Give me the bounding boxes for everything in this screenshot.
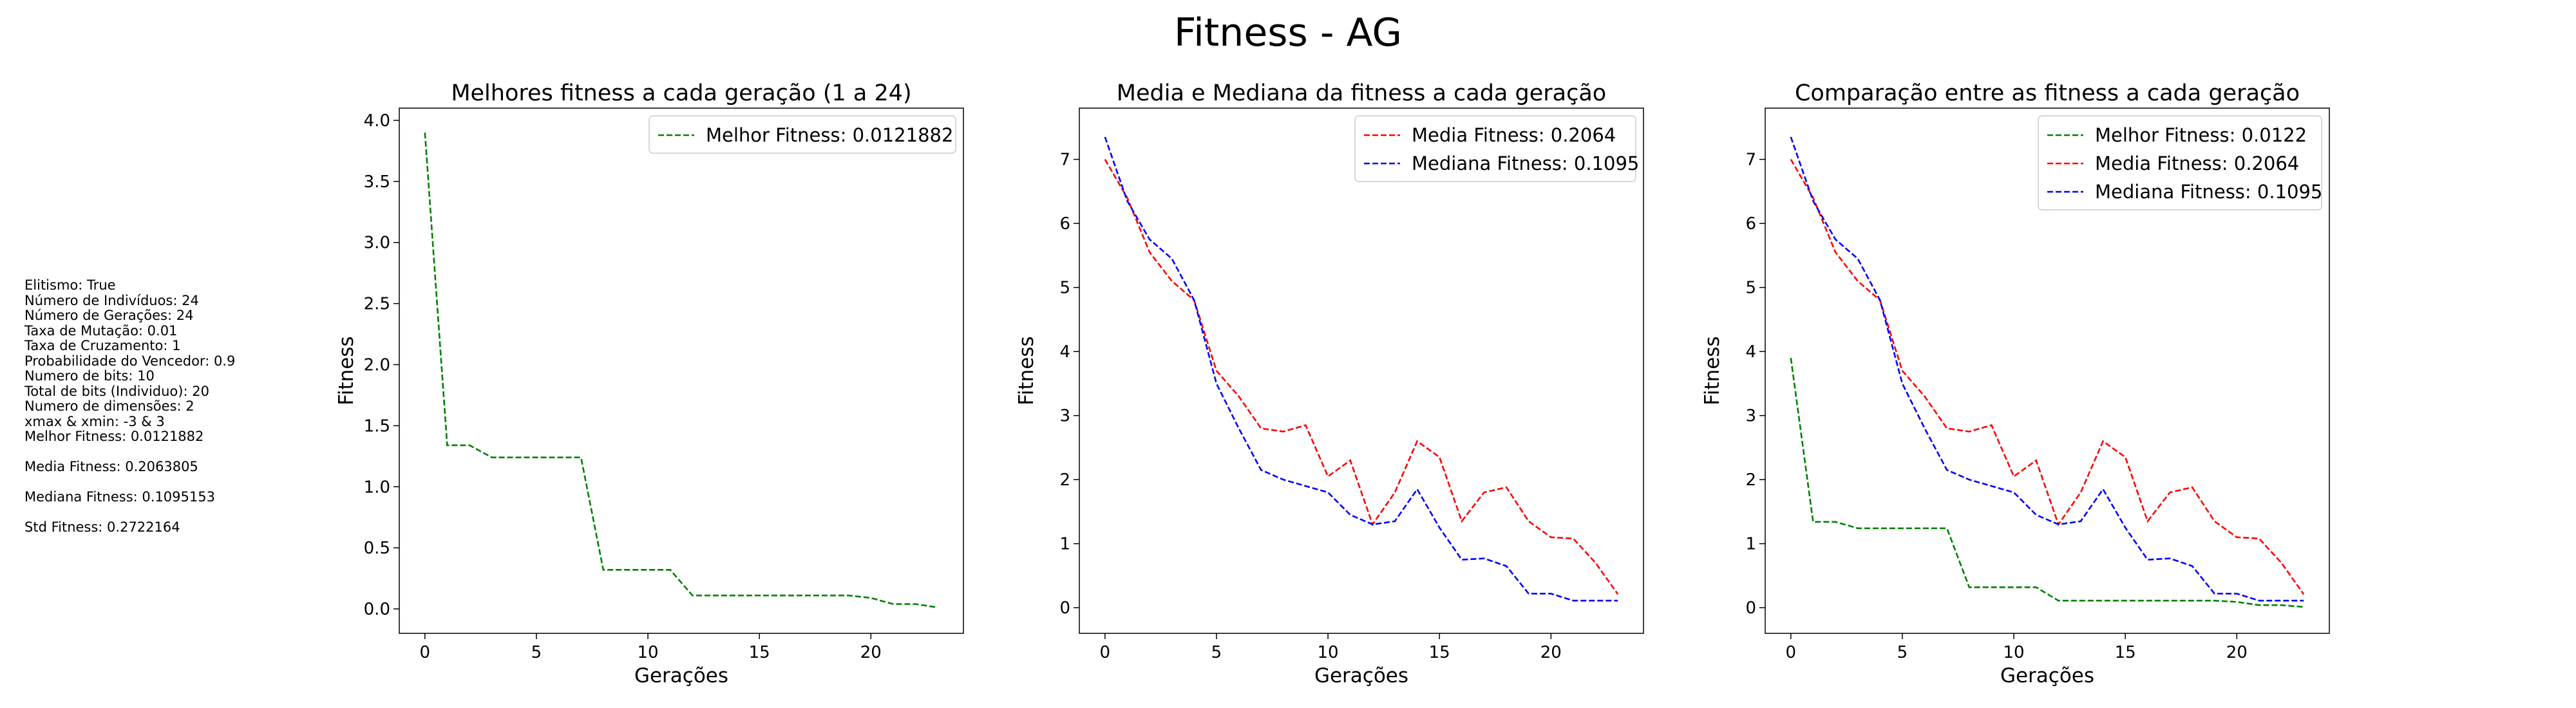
- parameters-panel: Elitismo: True Número de Indivíduos: 24 Nú…: [24, 277, 236, 536]
- chart-2: Media e Mediana da fitness a cada geraçã…: [1015, 80, 1644, 687]
- x-axis-label: Gerações: [2000, 664, 2094, 687]
- plot-frame: [399, 107, 964, 634]
- chart-title: Melhores fitness a cada geração (1 a 24): [451, 80, 911, 106]
- chart-title: Media e Mediana da fitness a cada geraçã…: [1117, 80, 1606, 106]
- y-tick-label: 0: [1059, 599, 1070, 618]
- y-axis-label: Fitness: [335, 336, 358, 405]
- series-line: [1104, 136, 1618, 602]
- y-tick-label: 5: [1745, 279, 1756, 298]
- x-tick-label: 5: [1211, 643, 1222, 662]
- x-tick-label: 15: [1429, 643, 1450, 662]
- x-axis-label: Gerações: [634, 664, 728, 687]
- y-tick-label: 4: [1059, 342, 1070, 362]
- y-tick-label: 5: [1059, 279, 1070, 298]
- param-line: Taxa de Cruzamento: 1: [24, 338, 181, 353]
- x-tick-label: 10: [1318, 643, 1339, 662]
- y-tick-label: 1: [1745, 535, 1756, 554]
- legend-box: [649, 115, 956, 154]
- legend-label: Media Fitness: 0.2064: [2095, 153, 2299, 174]
- param-line: Numero de dimensões: 2: [24, 398, 194, 414]
- param-line: Elitismo: True: [24, 277, 116, 293]
- figure-title: Fitness - AG: [1173, 10, 1403, 55]
- param-line: Número de Gerações: 24: [24, 308, 194, 323]
- param-line: Número de Indivíduos: 24: [24, 292, 199, 308]
- legend-box: [2038, 115, 2322, 210]
- x-tick-label: 20: [2226, 643, 2248, 662]
- series-line: [1104, 158, 1619, 595]
- x-tick-label: 10: [2003, 643, 2025, 662]
- y-tick-label: 3: [1059, 407, 1070, 426]
- y-tick-label: 2.0: [364, 356, 390, 375]
- y-tick-label: 3.0: [364, 234, 390, 253]
- x-tick-label: 0: [420, 643, 431, 662]
- y-tick-label: 1: [1059, 535, 1070, 554]
- legend-label: Media Fitness: 0.2064: [1412, 124, 1616, 146]
- series-line: [1790, 158, 2305, 595]
- legend-label: Mediana Fitness: 0.1095: [2095, 181, 2322, 203]
- param-line: Probabilidade do Vencedor: 0.9: [24, 353, 236, 369]
- x-tick-label: 10: [638, 643, 659, 662]
- x-tick-label: 20: [1540, 643, 1562, 662]
- param-line: Media Fitness: 0.2063805: [24, 459, 198, 474]
- y-tick-label: 4: [1745, 342, 1756, 362]
- param-line: Numero de bits: 10: [24, 368, 155, 384]
- x-tick-label: 0: [1786, 643, 1797, 662]
- legend-box: [1354, 115, 1636, 182]
- param-line: Mediana Fitness: 0.1095153: [24, 489, 215, 505]
- series-line: [424, 132, 938, 609]
- param-line: Taxa de Mutação: 0.01: [24, 322, 178, 339]
- param-line: Melhor Fitness: 0.0121882: [24, 429, 204, 444]
- x-tick-label: 15: [2115, 643, 2136, 662]
- y-tick-label: 2.5: [364, 295, 390, 314]
- y-tick-label: 0.5: [364, 539, 390, 558]
- y-tick-label: 7: [1745, 151, 1756, 170]
- param-line: xmax & xmin: -3 & 3: [24, 413, 165, 429]
- chart-title: Comparação entre as fitness a cada geraç…: [1795, 80, 2300, 106]
- chart-1: Melhores fitness a cada geração (1 a 24)…: [335, 80, 964, 687]
- legend-label: Melhor Fitness: 0.0122: [2095, 124, 2307, 146]
- legend-label: Mediana Fitness: 0.1095: [1412, 153, 1639, 174]
- param-line: Total de bits (Individuo): 20: [24, 383, 209, 399]
- series-line: [1790, 357, 2304, 608]
- x-tick-label: 5: [1897, 643, 1908, 662]
- y-axis-label: Fitness: [1701, 336, 1724, 405]
- y-tick-label: 0.0: [364, 600, 390, 619]
- x-tick-label: 0: [1100, 643, 1111, 662]
- y-tick-label: 6: [1745, 214, 1756, 234]
- x-axis-label: Gerações: [1314, 664, 1408, 687]
- y-tick-label: 6: [1059, 214, 1070, 234]
- x-tick-label: 15: [749, 643, 770, 662]
- y-tick-label: 4.0: [364, 111, 390, 131]
- x-tick-label: 5: [531, 643, 542, 662]
- plot-frame: [1765, 107, 2330, 634]
- chart-3: Comparação entre as fitness a cada geraç…: [1701, 80, 2330, 687]
- param-line: Std Fitness: 0.2722164: [24, 519, 180, 535]
- y-tick-label: 3.5: [364, 172, 390, 192]
- y-tick-label: 0: [1745, 599, 1756, 618]
- y-tick-label: 7: [1059, 151, 1070, 170]
- legend-label: Melhor Fitness: 0.0121882: [706, 124, 953, 146]
- x-tick-label: 20: [860, 643, 882, 662]
- y-tick-label: 1.0: [364, 478, 390, 497]
- y-tick-label: 1.5: [364, 416, 390, 436]
- y-tick-label: 2: [1745, 470, 1756, 490]
- y-tick-label: 3: [1745, 407, 1756, 426]
- series-line: [1790, 136, 2304, 602]
- y-tick-label: 2: [1059, 470, 1070, 490]
- y-axis-label: Fitness: [1015, 336, 1038, 405]
- plot-frame: [1079, 107, 1644, 634]
